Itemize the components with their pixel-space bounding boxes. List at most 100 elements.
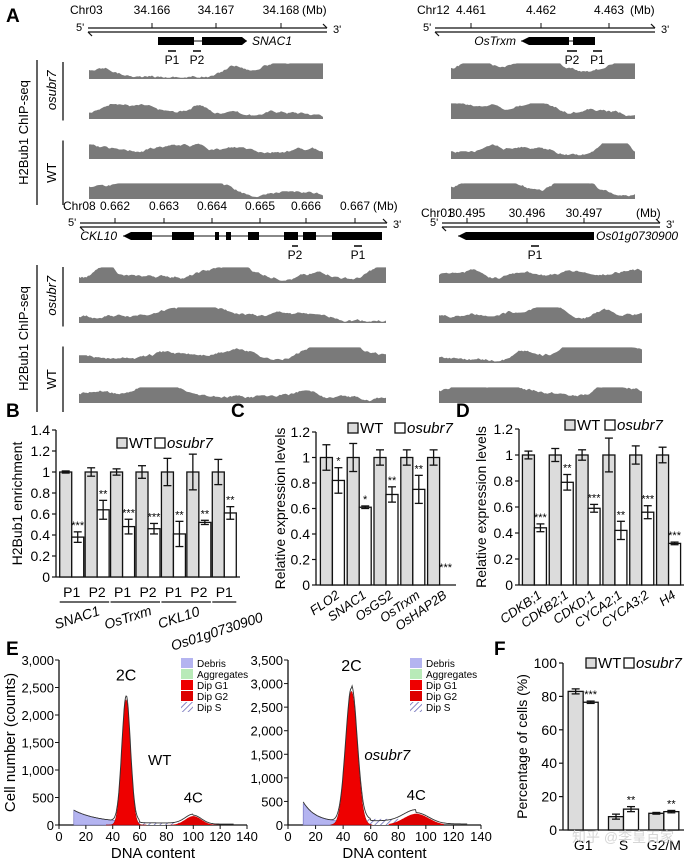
legend-swatch — [410, 691, 422, 701]
legend-label: Dip G2 — [197, 692, 229, 703]
y-tick-label: 1.2 — [31, 443, 51, 459]
strand-3prime-label: 3' — [661, 24, 669, 36]
bar-wt — [211, 471, 225, 578]
y-tick-label: 0.2 — [31, 548, 51, 564]
y-tick-label: 1 — [505, 447, 513, 463]
genotype-label: WT — [44, 163, 59, 183]
bar-mutant — [147, 528, 161, 578]
reverse-arrow-icon — [87, 31, 93, 37]
primer-label: P1 — [590, 53, 605, 67]
exon — [458, 232, 594, 240]
bar-mutant — [358, 506, 372, 586]
axis-tick-label: 0.664 — [197, 199, 227, 213]
bar-mutant — [198, 521, 212, 578]
primer-label: P2 — [565, 53, 580, 67]
x-tick-label: 80 — [159, 829, 173, 844]
genotype-labels: H2Bub1 ChIP-seq osubr7 WT — [16, 265, 64, 412]
primer-label: P1 — [165, 53, 180, 67]
strand-3prime-label: 3' — [393, 219, 401, 231]
x-tick-label: 140 — [470, 829, 492, 844]
legend-swatch — [181, 702, 193, 712]
track-axis-label: H2Bub1 ChIP-seq — [16, 286, 31, 391]
y-tick-label: 0 — [302, 577, 310, 593]
chipseq-track — [89, 183, 323, 199]
gene-name-label: CKL10 — [80, 229, 117, 243]
legend-label-mutant: osubr7 — [617, 417, 664, 434]
y-tick-label: 1,500 — [21, 736, 54, 751]
significance-marker: ** — [99, 488, 108, 500]
y-tick-label: 500 — [261, 794, 283, 809]
x-tick-label: 100 — [182, 829, 204, 844]
watermark: 知乎 @李皇百家 — [572, 829, 674, 845]
y-tick-label: 1,000 — [250, 771, 283, 786]
x-tick-label: P1 — [216, 584, 233, 600]
bar-mutant — [663, 810, 680, 831]
y-tick-label: 1.2 — [494, 421, 514, 437]
exon — [215, 232, 219, 240]
chipseq-track — [89, 104, 323, 119]
x-tick-label: 0 — [284, 829, 291, 844]
exon — [226, 232, 231, 240]
legend-swatch — [410, 702, 422, 712]
legend-label-wt: WT — [598, 655, 621, 672]
legend-label: Dip G1 — [426, 681, 458, 692]
peak-label-2c: 2C — [116, 667, 136, 684]
total-histogram-line — [302, 684, 468, 825]
chipseq-track — [79, 347, 386, 363]
legend-label: Debris — [426, 659, 455, 670]
chipseq-track — [451, 183, 635, 199]
y-tick-label: 1 — [302, 450, 310, 466]
y-tick-label: 0.6 — [291, 501, 311, 517]
gene-name-label: SNAC1 — [252, 34, 292, 48]
gene-name-label: OsTrxm — [474, 34, 516, 48]
peak-label-4c: 4C — [407, 787, 426, 804]
y-tick-label: 1,000 — [21, 763, 54, 778]
exon — [158, 37, 194, 45]
x-tick-label: P2 — [89, 584, 106, 600]
x-tick-label: 20 — [79, 829, 93, 844]
bar-wt — [319, 456, 334, 586]
significance-marker: *** — [71, 520, 85, 532]
legend-label: Aggregates — [426, 670, 477, 681]
axis-tick-label: 0.665 — [245, 199, 275, 213]
strand-3prime-label: 3' — [333, 24, 341, 36]
y-tick-label: 0 — [276, 818, 283, 833]
legend-swatch — [410, 669, 422, 679]
significance-marker: ** — [563, 463, 572, 475]
exon — [248, 232, 259, 240]
legend-swatch-wt — [347, 422, 359, 434]
dip-g1-area — [330, 690, 373, 826]
chromosome-label: Chr08 — [63, 199, 96, 213]
reverse-arrow-icon — [79, 226, 85, 232]
chipseq-track — [89, 143, 323, 159]
gene-group-label: SNAC1 — [52, 602, 101, 632]
axis-tick-label: 4.461 — [456, 3, 486, 17]
axis-tick-label: 34.166 — [134, 3, 171, 17]
locus-ckl10: Chr08 0.662 0.663 0.664 0.665 0.666 0.667 (Mb) 5… — [63, 199, 401, 403]
x-tick-label: 60 — [132, 829, 146, 844]
significance-marker: *** — [641, 494, 655, 506]
dip-g2-area — [388, 813, 444, 825]
y-tick-label: 0.8 — [31, 485, 51, 501]
y-tick-label: 0.2 — [494, 551, 514, 567]
significance-marker: * — [336, 456, 341, 468]
forward-arrow-icon — [322, 23, 328, 29]
genotype-label: osubr7 — [44, 275, 59, 316]
dip-g1-area — [106, 699, 147, 826]
significance-marker: *** — [148, 511, 162, 523]
y-tick-label: 0.4 — [31, 527, 51, 543]
sample-label: osubr7 — [364, 747, 411, 764]
dip-g2-area — [166, 816, 221, 825]
x-tick-label: 120 — [443, 829, 465, 844]
peak-label-2c: 2C — [341, 658, 361, 675]
significance-marker: *** — [584, 689, 598, 701]
y-tick-label: 1,500 — [250, 747, 283, 762]
significance-marker: *** — [534, 512, 548, 524]
y-tick-label: 0 — [549, 822, 557, 838]
bar-mutant — [582, 701, 599, 831]
bar-mutant — [587, 507, 601, 586]
chipseq-track — [439, 387, 642, 403]
x-tick-label: P2 — [190, 584, 207, 600]
exon — [284, 232, 298, 240]
